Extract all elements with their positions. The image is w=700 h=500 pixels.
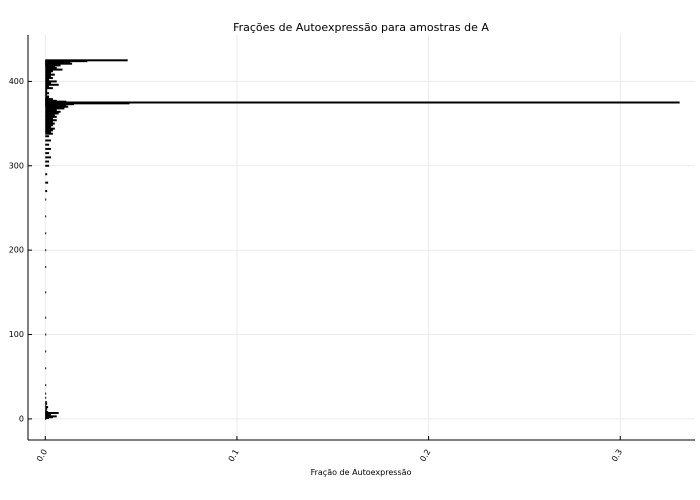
bar (45, 92, 50, 95)
bar (45, 143, 50, 146)
y-tick-labels: 0 100 200 300 400 (9, 77, 24, 424)
bar (45, 70, 53, 73)
bar (45, 160, 50, 163)
bar (45, 115, 57, 118)
bar (45, 68, 63, 71)
bar (45, 109, 57, 112)
bar (45, 97, 50, 100)
bar (45, 333, 47, 336)
bar (45, 367, 47, 370)
bar (45, 129, 53, 132)
bar (45, 66, 57, 69)
bar (45, 232, 47, 235)
y-tick-label: 400 (9, 77, 24, 86)
bar (45, 88, 48, 91)
bar (45, 87, 53, 90)
bar (45, 350, 47, 353)
bar (45, 135, 50, 138)
bar (45, 73, 55, 76)
bar (45, 402, 48, 405)
bar (45, 83, 59, 86)
bar (45, 409, 47, 412)
bar (45, 78, 50, 81)
bar (45, 173, 48, 176)
x-axis-label: Fração de Autoexpressão (311, 468, 412, 477)
bar (45, 117, 53, 120)
bar (45, 291, 47, 294)
bar (45, 75, 51, 78)
bar (45, 80, 57, 83)
bar (45, 110, 61, 113)
bar-series (45, 59, 680, 420)
bar (45, 190, 48, 193)
bar (45, 85, 50, 88)
bar (45, 127, 55, 130)
bar (45, 401, 47, 404)
bar (45, 107, 65, 110)
y-tick-label: 300 (9, 161, 24, 170)
bar (45, 384, 47, 387)
bar (45, 249, 47, 252)
bar (45, 392, 47, 395)
bar (45, 410, 48, 413)
bar (45, 114, 55, 117)
bar (45, 120, 53, 123)
bar (45, 95, 50, 98)
bar (45, 316, 47, 319)
y-tick-label: 100 (9, 330, 24, 339)
bar (45, 404, 47, 407)
bar (45, 122, 55, 125)
bar (45, 93, 48, 96)
chart-title: Frações de Autoexpressão para amostras d… (233, 21, 489, 34)
bar (45, 406, 49, 409)
bar (45, 407, 48, 410)
bar (45, 90, 48, 93)
y-tick-label: 200 (9, 246, 24, 255)
bar (45, 412, 59, 414)
bar (45, 77, 53, 80)
bar (45, 71, 51, 74)
bar (45, 181, 49, 184)
x-tick-label: 0.2 (418, 448, 432, 464)
bar (45, 396, 47, 399)
bar (45, 59, 128, 62)
bar (45, 101, 680, 104)
bar (45, 124, 53, 127)
y-tick-label: 0 (19, 414, 24, 423)
bar (45, 131, 51, 134)
bar (45, 198, 47, 201)
x-tick-label: 0.0 (35, 448, 49, 464)
bar (45, 125, 51, 128)
bar (45, 164, 50, 167)
bar (45, 119, 57, 122)
bar (45, 266, 47, 269)
x-tick-labels: 0.0 0.1 0.2 0.3 (35, 448, 624, 464)
axes (27, 35, 695, 441)
bar (45, 156, 51, 159)
grid-lines (28, 35, 695, 440)
x-tick-label: 0.1 (227, 448, 241, 464)
bar (45, 139, 51, 142)
bar (45, 147, 51, 150)
bar (45, 82, 51, 85)
bar (45, 215, 47, 218)
bar (45, 112, 59, 115)
bar (45, 152, 50, 155)
x-tick-label: 0.3 (610, 448, 624, 464)
bar (45, 98, 53, 101)
bar (45, 132, 53, 135)
